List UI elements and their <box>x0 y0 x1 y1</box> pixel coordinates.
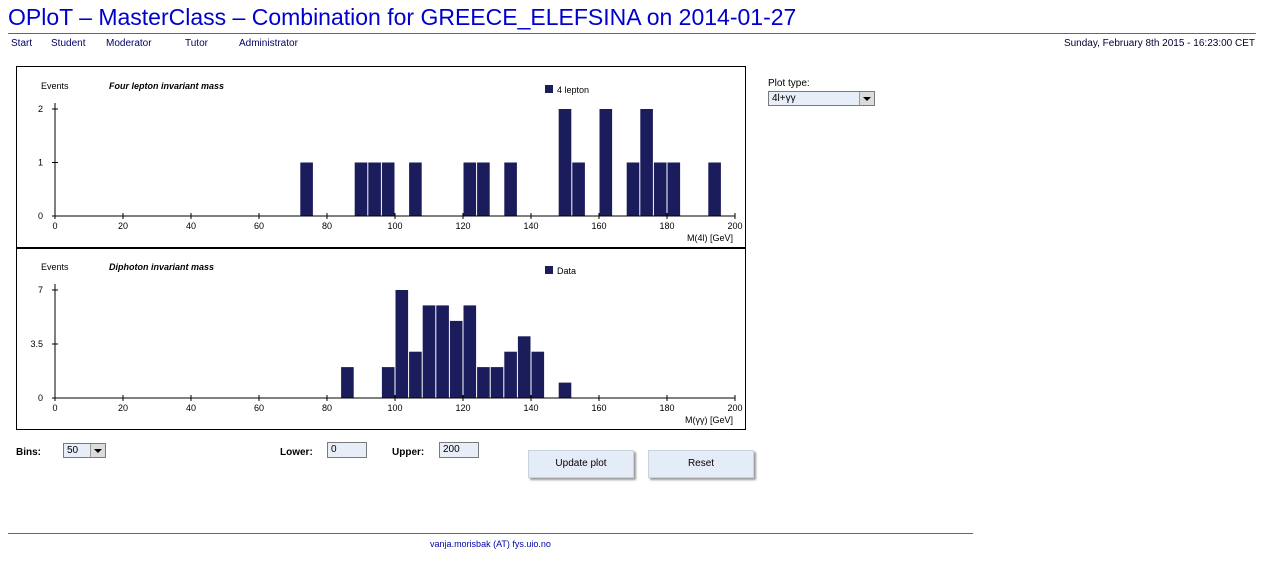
legend-label: Data <box>557 266 576 276</box>
x-tick-label: 160 <box>591 403 606 413</box>
x-tick-label: 200 <box>727 403 742 413</box>
histogram-bar <box>354 162 368 216</box>
charts-svg: Events Four lepton invariant mass 4 lepton… <box>17 81 745 425</box>
histogram-bar <box>558 382 572 398</box>
reset-button[interactable]: Reset <box>648 450 754 478</box>
x-tick-label: 140 <box>523 403 538 413</box>
x-tick-label: 60 <box>254 403 264 413</box>
histogram-bar <box>381 162 395 216</box>
nav-item-student[interactable]: Student <box>51 38 86 49</box>
y-tick-label: 2 <box>38 104 43 114</box>
lower-label: Lower: <box>280 447 313 458</box>
footer-divider <box>8 533 973 534</box>
y-axis-label: Events <box>41 262 69 272</box>
nav-item-tutor[interactable]: Tutor <box>185 38 208 49</box>
legend-label: 4 lepton <box>557 85 589 95</box>
histogram-bar <box>477 162 490 216</box>
legend-swatch <box>545 85 553 93</box>
histogram-bar <box>436 305 449 398</box>
y-tick-label: 7 <box>38 285 43 295</box>
x-tick-label: 140 <box>523 221 538 231</box>
x-tick-label: 120 <box>455 403 470 413</box>
chart-title: Four lepton invariant mass <box>109 81 224 91</box>
bins-select[interactable]: 50 <box>63 443 106 458</box>
bins-value: 50 <box>67 445 79 456</box>
histogram-bar <box>368 162 381 216</box>
y-axis-label: Events <box>41 81 69 91</box>
histogram-bar <box>409 351 422 398</box>
histogram-bar <box>449 320 463 398</box>
x-tick-label: 80 <box>322 221 332 231</box>
chart-frame: Events Four lepton invariant mass 4 lepton… <box>16 66 746 430</box>
nav-item-moderator[interactable]: Moderator <box>106 38 152 49</box>
histogram-bar <box>599 109 613 216</box>
x-tick-label: 60 <box>254 221 264 231</box>
histogram-bar <box>463 305 477 398</box>
histogram-bar <box>341 367 354 398</box>
histogram-bar <box>300 162 313 216</box>
y-tick-label: 0 <box>38 393 43 403</box>
histogram-bar <box>653 162 667 216</box>
y-tick-label: 0 <box>38 211 43 221</box>
x-tick-label: 20 <box>118 221 128 231</box>
title-divider <box>8 33 1256 34</box>
histogram-bar <box>531 351 545 398</box>
y-tick-label: 1 <box>38 158 43 168</box>
x-tick-label: 100 <box>387 221 402 231</box>
x-tick-label: 0 <box>52 403 57 413</box>
lower-input[interactable]: 0 <box>327 442 367 458</box>
y-tick-label: 3.5 <box>30 339 43 349</box>
update-plot-button[interactable]: Update plot <box>528 450 634 478</box>
x-tick-label: 180 <box>659 403 674 413</box>
chart-title: Diphoton invariant mass <box>109 262 214 272</box>
upper-input[interactable]: 200 <box>439 442 479 458</box>
plot-type-label: Plot type: <box>768 78 810 89</box>
bins-label: Bins: <box>16 447 41 458</box>
histogram-bar <box>640 109 653 216</box>
histogram-bar <box>504 351 517 398</box>
chevron-down-icon[interactable] <box>90 444 105 457</box>
histogram-bar <box>381 367 395 398</box>
histogram-bar <box>708 162 721 216</box>
upper-label: Upper: <box>392 447 425 458</box>
contact-link[interactable]: vanja.morisbak (AT) fys.uio.no <box>430 539 551 549</box>
nav-item-administrator[interactable]: Administrator <box>239 38 298 49</box>
current-datetime: Sunday, February 8th 2015 - 16:23:00 CET <box>1063 38 1255 49</box>
x-tick-label: 200 <box>727 221 742 231</box>
x-tick-label: 160 <box>591 221 606 231</box>
histogram-bar <box>477 367 490 398</box>
histogram-bar <box>463 162 477 216</box>
page-title: OPloT – MasterClass – Combination for GR… <box>8 4 797 30</box>
histogram-bar <box>626 162 640 216</box>
histogram-bar <box>667 162 681 216</box>
x-axis-label: M(γγ) [GeV] <box>685 415 733 425</box>
x-tick-label: 180 <box>659 221 674 231</box>
histogram-bar <box>422 305 436 398</box>
histogram-bar <box>517 336 531 398</box>
x-tick-label: 100 <box>387 403 402 413</box>
x-tick-label: 40 <box>186 403 196 413</box>
x-tick-label: 0 <box>52 221 57 231</box>
nav-item-start[interactable]: Start <box>11 38 33 49</box>
histogram-bar <box>409 162 422 216</box>
histogram-bar <box>504 162 517 216</box>
x-tick-label: 80 <box>322 403 332 413</box>
plot-type-value: 4l+γγ <box>772 93 796 104</box>
histogram-bar <box>490 367 504 398</box>
x-tick-label: 120 <box>455 221 470 231</box>
histogram-bar <box>572 162 585 216</box>
legend-swatch <box>545 266 553 274</box>
x-axis-label: M(4l) [GeV] <box>687 233 733 243</box>
x-tick-label: 40 <box>186 221 196 231</box>
plot-type-select[interactable]: 4l+γγ <box>768 91 875 106</box>
histogram-bar <box>558 109 572 216</box>
x-tick-label: 20 <box>118 403 128 413</box>
histogram-bar <box>395 290 409 398</box>
chevron-down-icon[interactable] <box>859 92 874 105</box>
